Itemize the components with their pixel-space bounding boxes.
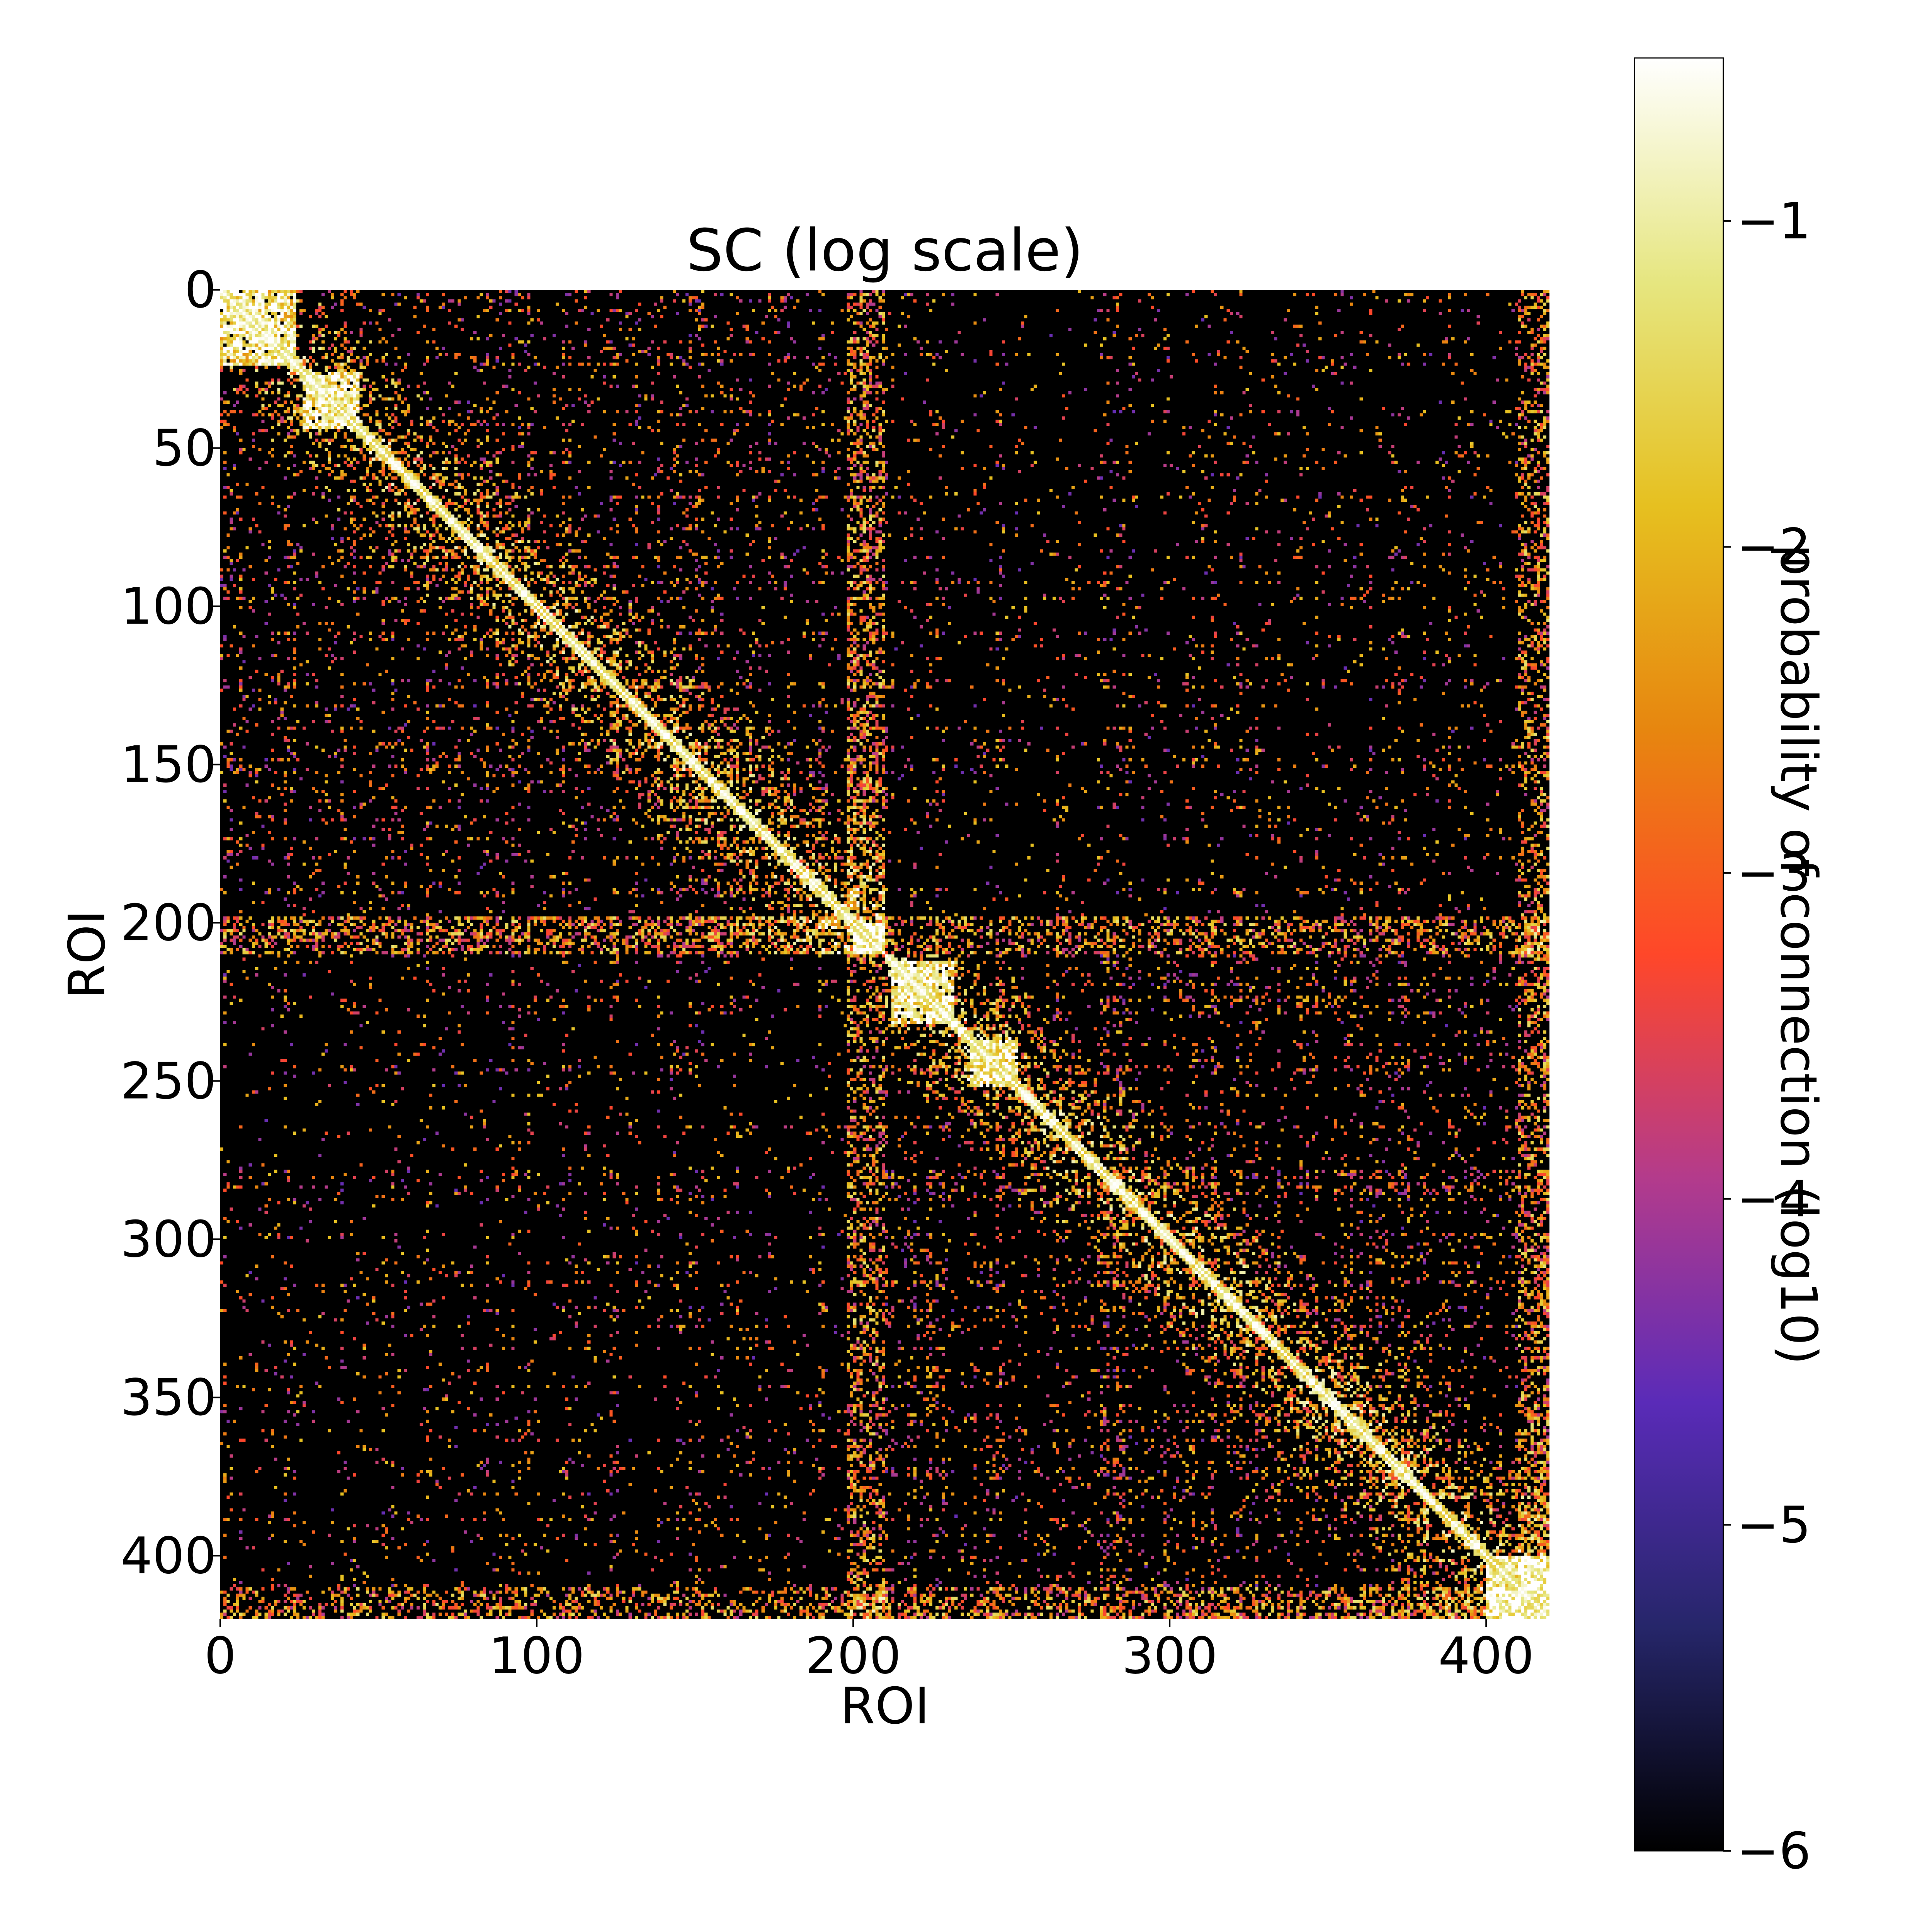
y-tick-label: 350 (121, 1368, 216, 1427)
heatmap-plot-area (220, 290, 1549, 1619)
x-tick-label: 200 (805, 1626, 901, 1685)
chart-title: SC (log scale) (686, 217, 1083, 284)
y-tick-label: 100 (121, 577, 216, 636)
y-axis-ticks: 0 50 100 150 200 250 300 350 400 (121, 260, 220, 1585)
colorbar-tick-label: −5 (1737, 1495, 1811, 1554)
y-axis-label: ROI (58, 910, 116, 999)
y-tick-label: 400 (121, 1526, 216, 1585)
x-tick-label: 100 (489, 1626, 585, 1685)
y-tick-label: 50 (153, 419, 216, 478)
x-tick-label: 400 (1438, 1626, 1534, 1685)
x-tick-label: 0 (204, 1626, 236, 1685)
x-axis-label: ROI (840, 1677, 930, 1735)
x-tick-label: 300 (1122, 1626, 1218, 1685)
colorbar-label: probability of connection (log10) (1769, 544, 1828, 1365)
colorbar-tick-label: −4 (1737, 1170, 1811, 1228)
colorbar-tick-label: −1 (1737, 192, 1811, 250)
colorbar-ticks: −6 −5 −4 −3 −2 −1 (1723, 192, 1811, 1880)
heatmap-cells (220, 290, 1549, 1619)
y-tick-label: 300 (121, 1210, 216, 1269)
colorbar (1634, 57, 1724, 1852)
y-tick-label: 0 (184, 260, 216, 319)
colorbar-tick-label: −6 (1737, 1821, 1811, 1880)
colorbar-tick-label: −3 (1737, 844, 1811, 902)
y-tick-label: 150 (121, 735, 216, 794)
x-axis-ticks: 0 100 200 300 400 (204, 1619, 1534, 1685)
y-tick-label: 200 (121, 893, 216, 952)
colorbar-tick-label: −2 (1737, 517, 1811, 576)
y-tick-label: 250 (121, 1052, 216, 1111)
